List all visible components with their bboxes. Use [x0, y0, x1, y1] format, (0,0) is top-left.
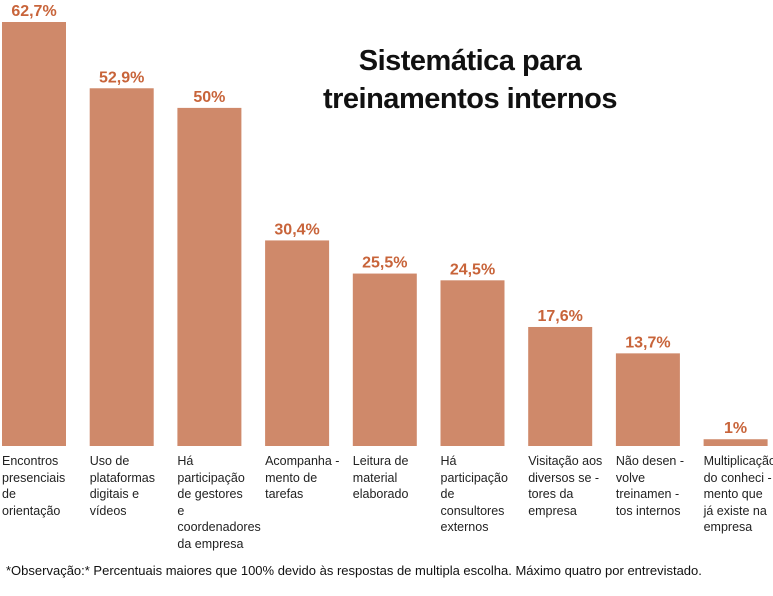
bar-8 — [615, 353, 680, 446]
data-label-7: 17,6% — [538, 308, 583, 325]
category-label-7: Visitação aos diversos se - tores da emp… — [528, 454, 603, 518]
data-label-8: 13,7% — [625, 334, 670, 351]
bar-3 — [177, 107, 242, 446]
bar-9 — [703, 439, 768, 446]
category-label-1: Encontros presenciais de orientação — [2, 454, 66, 518]
bar-7 — [528, 326, 593, 446]
chart-title: Sistemática para treinamentos internos — [300, 42, 640, 118]
bar-4 — [265, 240, 330, 446]
data-label-2: 52,9% — [99, 69, 144, 86]
data-label-6: 24,5% — [450, 261, 495, 278]
data-label-4: 30,4% — [274, 221, 319, 238]
category-label-9: Multiplicação do conheci - mento que já … — [703, 454, 773, 534]
bar-1 — [2, 22, 66, 446]
category-label-5: Leitura de material elaborado — [352, 454, 409, 501]
data-label-9: 1% — [724, 420, 747, 437]
chart-title-line-2: treinamentos internos — [322, 83, 618, 115]
bar-2 — [89, 88, 154, 447]
category-label-6: Há participação de consultores externos — [440, 454, 508, 534]
data-label-5: 25,5% — [362, 255, 407, 272]
footnote: *Observação:* Percentuais maiores que 10… — [6, 563, 702, 578]
category-label-4: Acompanha - mento de tarefas — [265, 454, 340, 501]
bar-6 — [440, 280, 505, 446]
category-label-8: Não desen - volve treinamen - tos intern… — [615, 454, 684, 518]
chart-title-line-1: Sistemática para — [358, 45, 582, 77]
bar-5 — [352, 273, 417, 446]
category-label-2: Uso de plataformas digitais e vídeos — [89, 454, 155, 518]
category-label-3: Há participação de gestores e coordenado… — [177, 454, 261, 551]
data-label-1: 62,7% — [11, 3, 56, 20]
data-label-3: 50% — [193, 89, 225, 106]
